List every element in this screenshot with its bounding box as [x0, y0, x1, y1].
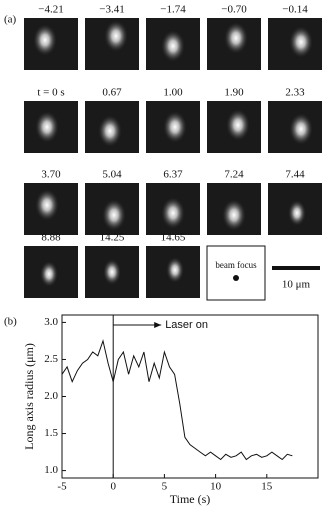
plot-frame [61, 314, 319, 479]
frame-time: 14.25 [100, 232, 125, 244]
x-axis-label: Time (s) [170, 492, 211, 506]
x-tick-label: 0 [110, 481, 116, 493]
beam-focus-box [206, 245, 266, 301]
frame-time: 7.44 [285, 169, 305, 181]
beam-focus-label: beam focus [215, 260, 257, 270]
y-tick-label: 3.0 [44, 316, 58, 328]
frame-blob [103, 259, 121, 285]
frame-blob [33, 24, 57, 56]
frame-blob [289, 113, 313, 145]
data-line [61, 339, 293, 461]
frame-time: −0.14 [282, 4, 308, 16]
frame-time: 5.04 [102, 169, 122, 181]
x-tick-label: 5 [162, 481, 168, 493]
frame-blob [166, 257, 184, 283]
frame-blob [98, 115, 122, 147]
frame-blob [102, 199, 126, 231]
frame-blob [161, 197, 185, 229]
frame-time: 0.67 [102, 87, 122, 99]
frame-time: −0.70 [221, 4, 247, 16]
frame-blob [222, 199, 246, 231]
x-tick-label: -5 [57, 481, 67, 493]
frame-blob [226, 109, 250, 141]
y-tick-label: 2.5 [44, 353, 58, 365]
frame-time: 1.00 [163, 87, 183, 99]
frame-blob [224, 22, 248, 54]
frame-time: 1.90 [224, 87, 244, 99]
frame-time: 3.70 [41, 169, 61, 181]
frame-blob [35, 189, 59, 221]
frame-time: 8.88 [41, 232, 61, 244]
y-axis-label: Long axis radius (μm) [22, 343, 36, 450]
frame-time: 7.24 [224, 169, 244, 181]
arrow-head [154, 322, 162, 328]
y-tick-label: 1.0 [44, 464, 58, 476]
frame-blob [161, 30, 185, 62]
frame-time: 2.33 [285, 87, 305, 99]
x-tick-label: 10 [210, 481, 222, 493]
beam-focus-dot [233, 275, 239, 281]
x-tick-label: 15 [261, 481, 273, 493]
frame-time: −1.74 [160, 4, 186, 16]
frame-time: 14.65 [161, 232, 186, 244]
frame-time: −4.21 [38, 4, 63, 16]
frame-blob [289, 26, 313, 58]
frame-time: t = 0 s [37, 87, 64, 99]
scale-bar-label: 10 μm [282, 279, 311, 291]
frame-blob [163, 111, 187, 143]
frame-blob [104, 20, 128, 52]
panel-label: (a) [4, 14, 17, 26]
panel-label: (b) [4, 316, 17, 328]
y-tick-label: 2.0 [44, 390, 58, 402]
frame-time: 6.37 [163, 169, 183, 181]
scale-bar [272, 266, 320, 270]
y-tick-label: 1.5 [44, 427, 58, 439]
frame-blob [288, 200, 306, 226]
frame-time: −3.41 [99, 4, 124, 16]
frame-blob [40, 261, 58, 287]
frame-blob [35, 111, 59, 143]
annotation: Laser on [165, 319, 208, 331]
